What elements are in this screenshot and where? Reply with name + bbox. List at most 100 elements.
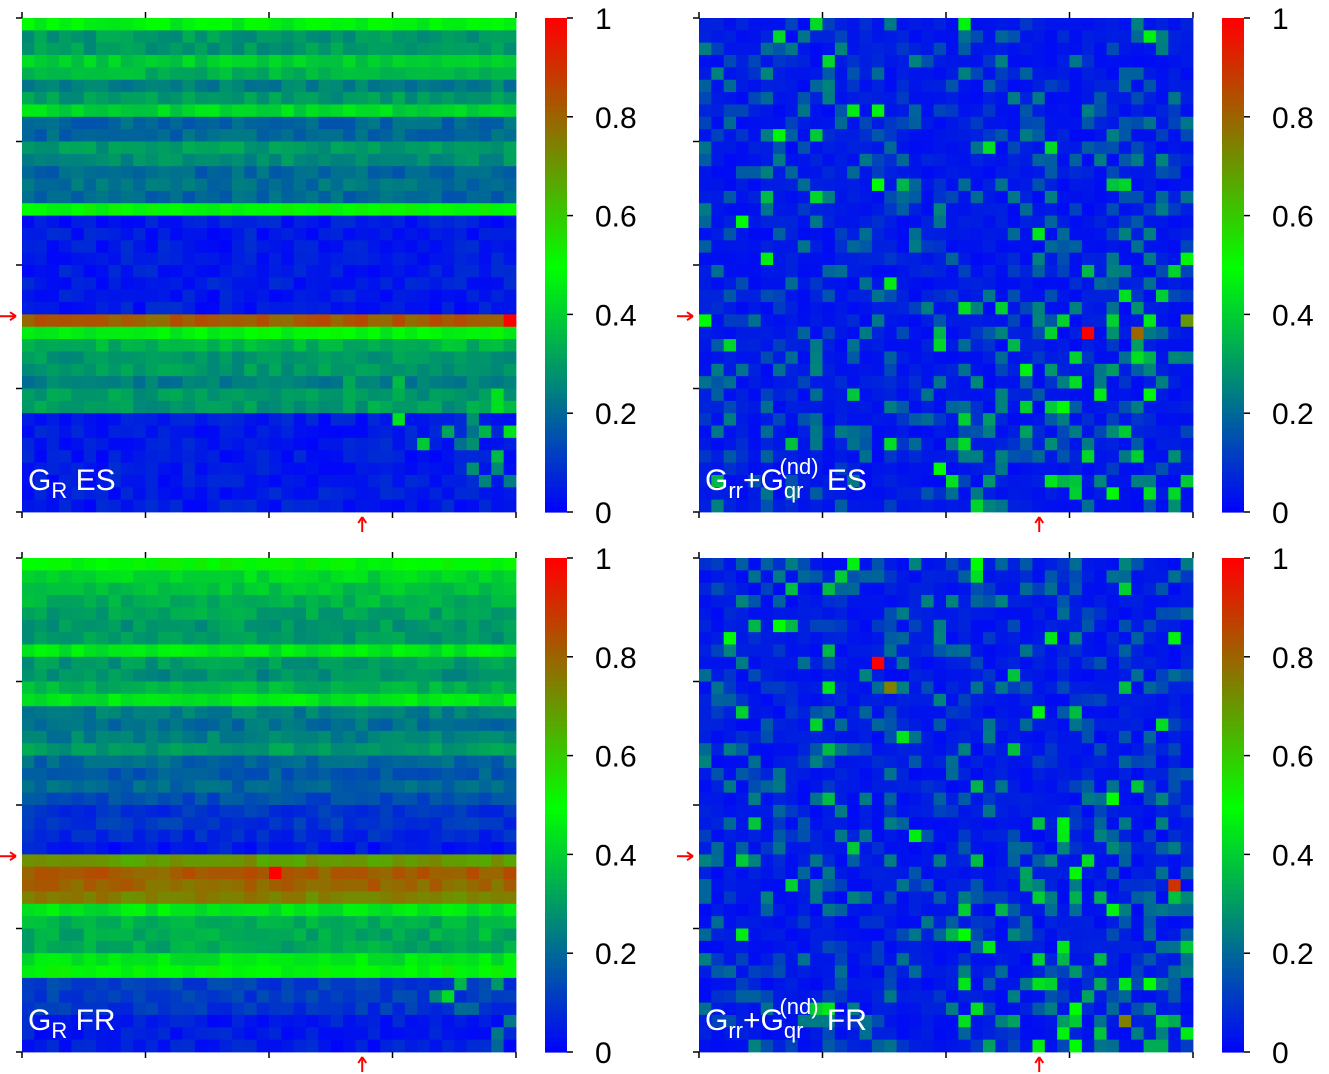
heatmap-cell (429, 866, 443, 880)
heatmap-cell (71, 854, 85, 868)
heatmap-cell (231, 990, 245, 1003)
heatmap-cell (133, 1014, 146, 1028)
heatmap-cell (207, 18, 220, 31)
heatmap-cell (318, 30, 332, 44)
heatmap-cell (417, 326, 430, 340)
heatmap-cell (318, 474, 332, 488)
heatmap-cell (170, 805, 183, 818)
heatmap-cell (133, 129, 146, 142)
heatmap-cell (1044, 376, 1058, 389)
heatmap-cell (318, 178, 332, 192)
heatmap-cell (34, 339, 48, 352)
heatmap-cell (269, 928, 282, 942)
heatmap-cell (133, 940, 146, 954)
heatmap-cell (355, 582, 369, 596)
heatmap-cell (343, 55, 356, 68)
heatmap-cell (429, 42, 443, 56)
heatmap-cell (896, 487, 910, 501)
heatmap-cell (1032, 351, 1046, 365)
heatmap-cell (491, 30, 505, 44)
heatmap-cell (404, 289, 418, 303)
heatmap-cell (306, 499, 319, 513)
heatmap-cell (145, 462, 159, 476)
heatmap-cell (293, 289, 307, 303)
heatmap-cell (970, 339, 984, 352)
heatmap-cell (1180, 499, 1194, 513)
heatmap-cell (256, 780, 270, 794)
heatmap-cell (699, 104, 712, 118)
heatmap-cell (1069, 30, 1083, 44)
heatmap-cell (145, 153, 159, 167)
heatmap-cell (256, 67, 270, 81)
heatmap-cell (108, 656, 122, 670)
heatmap-cell (318, 252, 332, 266)
heatmap-cell (157, 363, 171, 377)
heatmap-cell (1143, 339, 1157, 352)
heatmap-cell (269, 767, 282, 781)
heatmap-cell (244, 166, 258, 179)
heatmap-cell (1081, 153, 1095, 167)
heatmap-cell (367, 153, 381, 167)
heatmap-cell (367, 30, 381, 44)
heatmap-cell (157, 388, 171, 402)
heatmap-cell (219, 450, 233, 463)
heatmap-cell (736, 474, 749, 488)
heatmap-cell (392, 462, 406, 476)
heatmap-cell (318, 265, 332, 278)
heatmap-cell (392, 376, 406, 389)
heatmap-cell (367, 879, 381, 892)
heatmap-cell (108, 644, 122, 658)
heatmap-cell (1069, 450, 1083, 463)
heatmap-cell (723, 178, 737, 192)
heatmap-cell (711, 388, 725, 402)
heatmap-cell (244, 487, 258, 501)
heatmap-cell (46, 339, 60, 352)
heatmap-cell (1118, 227, 1132, 241)
heatmap-cell (810, 166, 823, 179)
heatmap-cell (478, 767, 492, 781)
heatmap-cell (847, 487, 860, 501)
heatmap-cell (157, 30, 171, 44)
heatmap-cell (871, 363, 885, 377)
heatmap-cell (120, 55, 134, 68)
heatmap-cell (429, 462, 443, 476)
heatmap-cell (1143, 570, 1157, 584)
heatmap-cell (1044, 570, 1058, 584)
heatmap-cell (454, 916, 467, 929)
heatmap-cell (478, 632, 492, 645)
heatmap-cell (478, 240, 492, 254)
heatmap-cell (355, 499, 369, 513)
heatmap-cell (120, 1002, 134, 1016)
heatmap-cell (182, 265, 196, 278)
heatmap-cell (1118, 363, 1132, 377)
heatmap-cell (810, 582, 823, 596)
heatmap-cell (466, 450, 480, 463)
heatmap-cell (59, 425, 72, 439)
heatmap-cell (22, 129, 35, 142)
heatmap-cell (182, 607, 196, 621)
heatmap-cell (466, 681, 480, 695)
heatmap-cell (1118, 92, 1132, 105)
heatmap-cell (392, 619, 406, 633)
heatmap-cell (96, 116, 109, 130)
heatmap-cell (404, 462, 418, 476)
heatmap-cell (380, 289, 393, 303)
heatmap-cell (355, 265, 369, 278)
heatmap-cell (1020, 265, 1033, 278)
heatmap-cell (1094, 582, 1107, 596)
heatmap-cell (367, 203, 381, 216)
heatmap-cell (392, 669, 406, 682)
heatmap-cell (306, 227, 319, 241)
heatmap-cell (256, 903, 270, 917)
heatmap-cell (108, 903, 122, 917)
heatmap-cell (1057, 558, 1070, 571)
heatmap-cell (748, 129, 762, 142)
heatmap-cell (330, 203, 344, 216)
heatmap-cell (810, 18, 823, 31)
heatmap-cell (810, 55, 823, 68)
heatmap-cell (281, 570, 295, 584)
heatmap-cell (1007, 450, 1021, 463)
heatmap-cell (256, 30, 270, 44)
heatmap-cell (256, 916, 270, 929)
heatmap-cell (1106, 141, 1120, 155)
